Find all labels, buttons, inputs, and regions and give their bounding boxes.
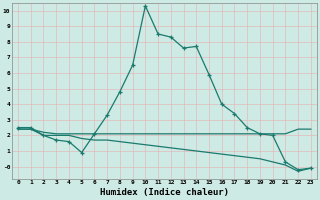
X-axis label: Humidex (Indice chaleur): Humidex (Indice chaleur) (100, 188, 229, 197)
